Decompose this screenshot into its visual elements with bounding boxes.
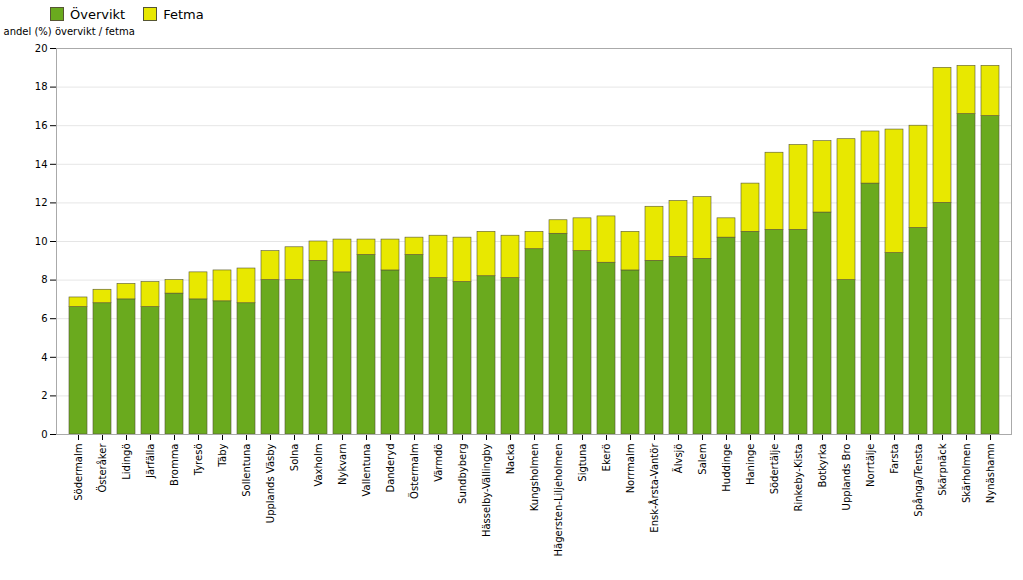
- svg-text:Skärpnäck: Skärpnäck: [937, 443, 948, 496]
- svg-text:Botkyrka: Botkyrka: [817, 444, 828, 488]
- svg-text:Södermalm: Södermalm: [73, 444, 84, 501]
- svg-text:8: 8: [41, 274, 47, 285]
- svg-text:Nacka: Nacka: [505, 444, 516, 475]
- svg-text:0: 0: [41, 429, 47, 440]
- svg-text:Tyresö: Tyresö: [193, 444, 204, 477]
- svg-text:Salem: Salem: [697, 444, 708, 475]
- svg-text:Älvsjö: Älvsjö: [672, 444, 684, 474]
- svg-text:Vaxholm: Vaxholm: [313, 444, 324, 487]
- svg-text:Österåker: Österåker: [96, 443, 108, 493]
- svg-text:Nynäshamn: Nynäshamn: [985, 444, 996, 504]
- svg-text:Östermalm: Östermalm: [408, 444, 420, 499]
- html-text:Övervikt: Övervikt: [70, 6, 126, 22]
- svg-text:Vallentuna: Vallentuna: [361, 444, 372, 497]
- html-text:Fetma: Fetma: [163, 6, 204, 22]
- svg-text:Kungsholmen: Kungsholmen: [529, 444, 540, 512]
- svg-text:Rinkeby-Kista: Rinkeby-Kista: [793, 444, 804, 512]
- svg-text:Huddinge: Huddinge: [721, 444, 732, 492]
- svg-text:10: 10: [35, 236, 48, 247]
- svg-text:Järfälla: Järfälla: [145, 444, 156, 480]
- svg-text:Sigtuna: Sigtuna: [577, 444, 588, 482]
- svg-text:16: 16: [35, 120, 48, 131]
- svg-text:20: 20: [35, 43, 48, 54]
- svg-text:Lidingö: Lidingö: [121, 444, 132, 480]
- svg-text:Norrmalm: Norrmalm: [625, 444, 636, 494]
- svg-text:Spånga/Tensta: Spånga/Tensta: [912, 444, 924, 517]
- svg-text:4: 4: [41, 352, 47, 363]
- svg-text:Farsta: Farsta: [889, 444, 900, 474]
- svg-text:Bromma: Bromma: [169, 444, 180, 486]
- svg-text:Hägersten-Liljeholmen: Hägersten-Liljeholmen: [553, 444, 564, 557]
- svg-text:Upplands Bro: Upplands Bro: [841, 444, 852, 511]
- svg-text:Värmdö: Värmdö: [433, 444, 444, 482]
- svg-text:Skärholmen: Skärholmen: [961, 444, 972, 504]
- svg-text:Täby: Täby: [217, 443, 228, 467]
- svg-text:2: 2: [41, 390, 47, 401]
- svg-text:14: 14: [35, 159, 48, 170]
- svg-text:Södertälje: Södertälje: [769, 444, 780, 495]
- svg-text:Sundbyberg: Sundbyberg: [457, 444, 468, 504]
- svg-text:Ekerö: Ekerö: [601, 444, 612, 472]
- svg-text:Danderyd: Danderyd: [385, 444, 396, 493]
- svg-text:Upplands Väsby: Upplands Väsby: [265, 443, 276, 523]
- svg-text:18: 18: [35, 81, 48, 92]
- svg-text:6: 6: [41, 313, 47, 324]
- svg-text:Sollentuna: Sollentuna: [241, 444, 252, 497]
- svg-text:12: 12: [35, 197, 48, 208]
- svg-text:andel (%) övervikt / fetma: andel (%) övervikt / fetma: [4, 26, 135, 37]
- svg-text:Ensk-Årsta-Vantör: Ensk-Årsta-Vantör: [648, 443, 660, 533]
- svg-text:Haninge: Haninge: [745, 444, 756, 486]
- svg-text:Norrtälje: Norrtälje: [865, 444, 876, 487]
- svg-text:Nykvarn: Nykvarn: [337, 444, 348, 486]
- svg-text:Hässelby-Vällingby: Hässelby-Vällingby: [481, 443, 492, 537]
- svg-text:Solna: Solna: [289, 444, 300, 472]
